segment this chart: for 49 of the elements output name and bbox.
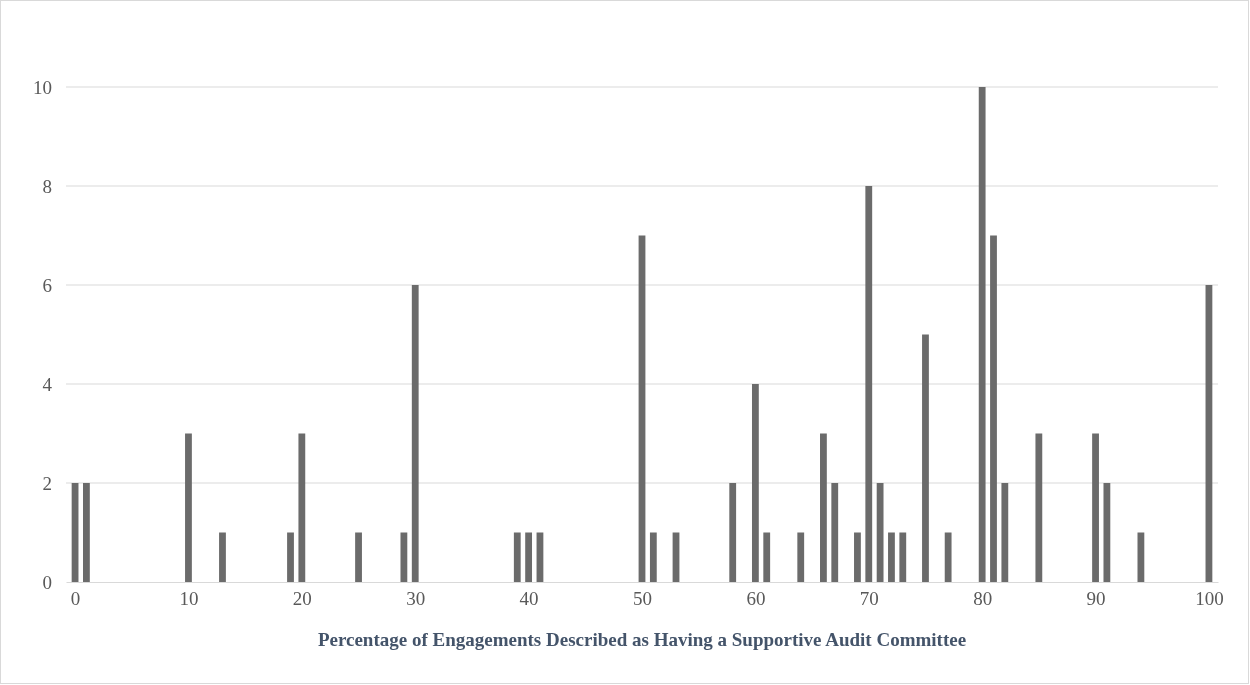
bar xyxy=(854,532,861,582)
bar xyxy=(185,433,192,582)
bar xyxy=(751,384,759,582)
bar xyxy=(298,433,306,582)
x-tick-label: 40 xyxy=(519,588,539,610)
bar xyxy=(1137,532,1145,582)
bar xyxy=(513,532,521,582)
y-tick-label: 10 xyxy=(33,76,52,98)
bar xyxy=(287,532,294,582)
bar xyxy=(888,532,895,582)
bar xyxy=(525,532,533,582)
bar xyxy=(797,532,805,582)
bar xyxy=(1035,433,1043,582)
bar xyxy=(922,334,929,582)
x-tick-label: 0 xyxy=(70,588,81,610)
y-tick-label: 4 xyxy=(42,373,53,395)
x-tick-label: 20 xyxy=(292,588,312,610)
bar xyxy=(831,483,839,582)
x-tick-label: 30 xyxy=(406,588,426,610)
bar xyxy=(411,285,419,582)
bar xyxy=(1103,483,1111,582)
bar xyxy=(876,483,884,582)
x-tick-label: 70 xyxy=(859,588,879,610)
bar xyxy=(83,483,90,582)
x-tick-label: 100 xyxy=(1195,588,1224,610)
x-axis-title: Percentage of Engagements Described as Having a Supportive Audit Committee xyxy=(317,629,967,650)
bar xyxy=(729,483,737,582)
y-tick-label: 2 xyxy=(42,472,52,494)
y-tick-label: 6 xyxy=(42,274,52,296)
x-tick-label: 80 xyxy=(973,588,993,610)
bar xyxy=(944,532,952,582)
x-tick-label: 60 xyxy=(746,588,766,610)
y-tick-label: 0 xyxy=(42,571,52,593)
bar xyxy=(1092,433,1099,582)
bar xyxy=(899,532,907,582)
bar xyxy=(865,186,873,582)
bar xyxy=(400,532,408,582)
bar xyxy=(978,87,986,582)
bar xyxy=(219,532,226,582)
bar xyxy=(990,235,997,582)
bar xyxy=(1001,483,1009,582)
bar xyxy=(763,532,771,582)
x-tick-label: 90 xyxy=(1086,588,1106,610)
bar xyxy=(820,433,827,582)
x-tick-label: 50 xyxy=(633,588,652,610)
bar xyxy=(649,532,657,582)
x-tick-label: 10 xyxy=(179,588,199,610)
bar xyxy=(355,532,362,582)
y-tick-label: 8 xyxy=(42,175,52,197)
